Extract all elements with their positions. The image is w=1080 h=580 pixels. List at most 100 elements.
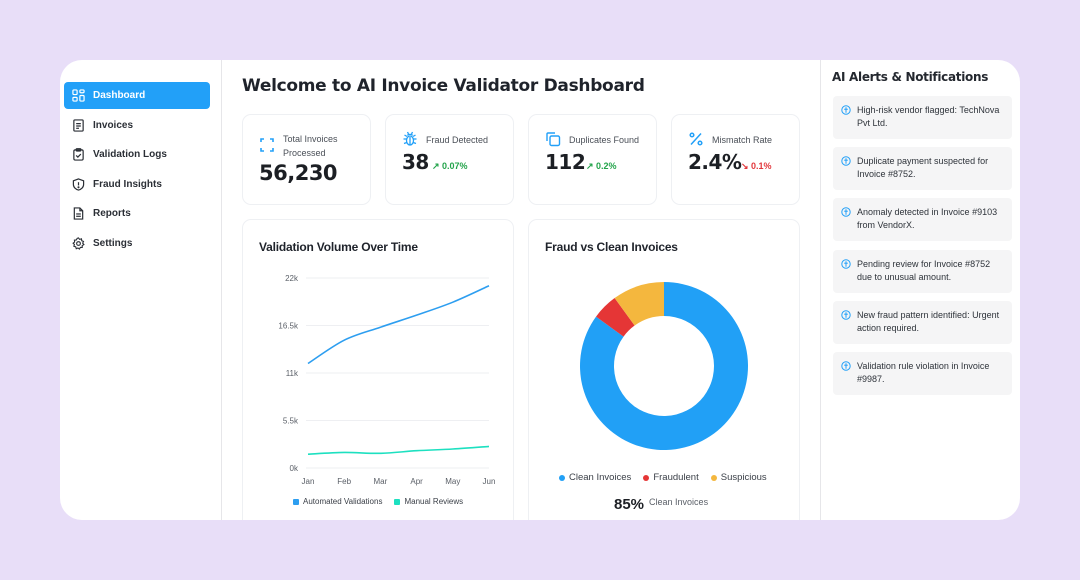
y-tick-label: 16.5k bbox=[278, 322, 299, 331]
stat-value: 56,230 bbox=[259, 161, 338, 185]
x-tick-label: Feb bbox=[337, 477, 351, 486]
info-icon bbox=[841, 361, 851, 371]
stat-value: 38 bbox=[402, 150, 429, 174]
stat-label: Duplicates Found bbox=[569, 135, 640, 145]
stat-delta: ↗ 0.07% bbox=[432, 161, 468, 171]
alert-item[interactable]: Pending review for Invoice #8752 due to … bbox=[833, 250, 1012, 293]
legend-swatch-fraudulent bbox=[643, 474, 650, 481]
x-tick-label: Apr bbox=[410, 477, 423, 486]
alert-text: Validation rule violation in Invoice #99… bbox=[857, 361, 990, 384]
x-tick-label: Jan bbox=[302, 477, 315, 486]
sidebar-item-validation-logs[interactable]: Validation Logs bbox=[64, 141, 210, 168]
info-icon bbox=[841, 310, 851, 320]
sidebar-item-label: Dashboard bbox=[93, 90, 146, 101]
legend-item-suspicious[interactable]: Suspicious bbox=[710, 472, 767, 483]
sidebar-item-invoices[interactable]: Invoices bbox=[64, 112, 210, 139]
y-tick-label: 22k bbox=[285, 274, 299, 283]
page-title: Welcome to AI Invoice Validator Dashboar… bbox=[242, 76, 645, 96]
stat-value: 2.4% bbox=[688, 150, 742, 174]
stat-card-mismatch-rate: Mismatch Rate 2.4% ↘ 0.1% bbox=[671, 114, 800, 205]
stat-card-total-invoices: Total Invoices Processed 56,230 bbox=[242, 114, 371, 205]
sidebar-item-label: Invoices bbox=[93, 120, 134, 131]
legend-swatch-automated bbox=[293, 498, 299, 505]
donut-summary: 85% Clean Invoices bbox=[614, 496, 708, 513]
stat-card-duplicates-found: Duplicates Found 112 ↗ 0.2% bbox=[528, 114, 657, 205]
legend-item-automated[interactable]: Automated Validations bbox=[293, 497, 382, 506]
stat-delta: ↗ 0.2% bbox=[586, 161, 617, 171]
sidebar-item-label: Validation Logs bbox=[93, 149, 167, 160]
legend-swatch-suspicious bbox=[710, 474, 717, 481]
y-tick-label: 11k bbox=[286, 369, 299, 378]
donut-chart bbox=[580, 282, 748, 450]
sidebar: Dashboard Invoices Validation Logs Fraud… bbox=[60, 60, 222, 520]
legend-label: Fraudulent bbox=[653, 472, 699, 483]
legend-item-manual[interactable]: Manual Reviews bbox=[394, 497, 463, 506]
legend-label: Clean Invoices bbox=[569, 472, 632, 483]
series-line-manual[interactable] bbox=[307, 445, 490, 455]
legend-label: Manual Reviews bbox=[404, 497, 464, 506]
y-tick-label: 5.5k bbox=[283, 417, 299, 426]
sidebar-item-label: Fraud Insights bbox=[93, 179, 162, 190]
x-tick-label: Jun bbox=[483, 477, 496, 486]
sidebar-item-label: Reports bbox=[93, 208, 131, 219]
series-line-automated[interactable] bbox=[307, 285, 490, 365]
y-tick-label: 0k bbox=[290, 464, 299, 473]
alert-item[interactable]: New fraud pattern identified: Urgent act… bbox=[833, 301, 1012, 344]
main-content: Welcome to AI Invoice Validator Dashboar… bbox=[222, 60, 820, 520]
dashboard-grid-icon bbox=[72, 89, 85, 102]
chart-title: Fraud vs Clean Invoices bbox=[545, 240, 678, 254]
legend-swatch-manual bbox=[394, 498, 401, 505]
report-file-icon bbox=[72, 207, 85, 220]
stat-delta: ↘ 0.1% bbox=[741, 161, 772, 171]
alert-text: Anomaly detected in Invoice #9103 from V… bbox=[857, 207, 998, 230]
alerts-title: AI Alerts & Notifications bbox=[832, 70, 989, 84]
document-icon bbox=[72, 119, 85, 132]
fraud-vs-clean-chart-card: Fraud vs Clean Invoices Clean Invoices F… bbox=[528, 219, 800, 520]
stat-value: 112 bbox=[545, 150, 586, 174]
shield-alert-icon bbox=[72, 178, 85, 191]
bug-icon bbox=[402, 131, 418, 147]
x-tick-label: May bbox=[445, 477, 460, 486]
percent-icon bbox=[688, 131, 704, 147]
line-chart: 0k 5.5k 11k 16.5k 22k Jan Feb Mar Apr May Jun bbox=[278, 274, 496, 486]
legend-swatch-clean bbox=[559, 474, 565, 481]
donut-summary-value: 85% bbox=[614, 496, 645, 513]
donut-legend: Clean Invoices Fraudulent Suspicious bbox=[559, 472, 779, 483]
alert-text: High-risk vendor flagged: TechNova Pvt L… bbox=[857, 105, 1000, 128]
app-window: Dashboard Invoices Validation Logs Fraud… bbox=[60, 60, 1020, 520]
stat-label: Mismatch Rate bbox=[712, 135, 773, 145]
stat-label: Fraud Detected bbox=[426, 135, 489, 145]
sidebar-item-label: Settings bbox=[93, 238, 133, 249]
alert-item[interactable]: Anomaly detected in Invoice #9103 from V… bbox=[833, 198, 1012, 241]
stat-card-fraud-detected: Fraud Detected 38 ↗ 0.07% bbox=[385, 114, 514, 205]
info-icon bbox=[841, 105, 851, 115]
line-chart-legend: Automated Validations Manual Reviews bbox=[293, 497, 475, 506]
scan-frame-icon bbox=[259, 137, 275, 153]
slice-suspicious[interactable] bbox=[614, 282, 664, 326]
alert-item[interactable]: Validation rule violation in Invoice #99… bbox=[833, 352, 1012, 395]
alert-item[interactable]: Duplicate payment suspected for Invoice … bbox=[833, 147, 1012, 190]
info-icon bbox=[841, 207, 851, 217]
info-icon bbox=[841, 156, 851, 166]
info-icon bbox=[841, 259, 851, 269]
legend-label: Suspicious bbox=[720, 472, 767, 483]
sidebar-item-reports[interactable]: Reports bbox=[64, 200, 210, 227]
gear-icon bbox=[72, 237, 85, 250]
stat-label: Total Invoices Processed bbox=[283, 134, 338, 158]
sidebar-item-fraud-insights[interactable]: Fraud Insights bbox=[64, 171, 210, 198]
slice-clean[interactable] bbox=[580, 282, 748, 450]
x-tick-label: Mar bbox=[374, 477, 388, 486]
legend-item-fraudulent[interactable]: Fraudulent bbox=[643, 472, 699, 483]
alert-text: Duplicate payment suspected for Invoice … bbox=[857, 156, 989, 179]
alerts-panel: AI Alerts & Notifications High-risk vend… bbox=[820, 60, 1020, 520]
alert-text: Pending review for Invoice #8752 due to … bbox=[857, 259, 991, 282]
chart-title: Validation Volume Over Time bbox=[259, 240, 418, 254]
clipboard-check-icon bbox=[72, 148, 85, 161]
validation-volume-chart-card: Validation Volume Over Time 0k 5.5k 11k 16.… bbox=[242, 219, 514, 520]
sidebar-item-settings[interactable]: Settings bbox=[64, 230, 210, 257]
slice-fraudulent[interactable] bbox=[596, 298, 635, 337]
alert-item[interactable]: High-risk vendor flagged: TechNova Pvt L… bbox=[833, 96, 1012, 139]
copy-icon bbox=[545, 131, 561, 147]
legend-item-clean[interactable]: Clean Invoices bbox=[559, 472, 631, 483]
sidebar-item-dashboard[interactable]: Dashboard bbox=[64, 82, 210, 109]
